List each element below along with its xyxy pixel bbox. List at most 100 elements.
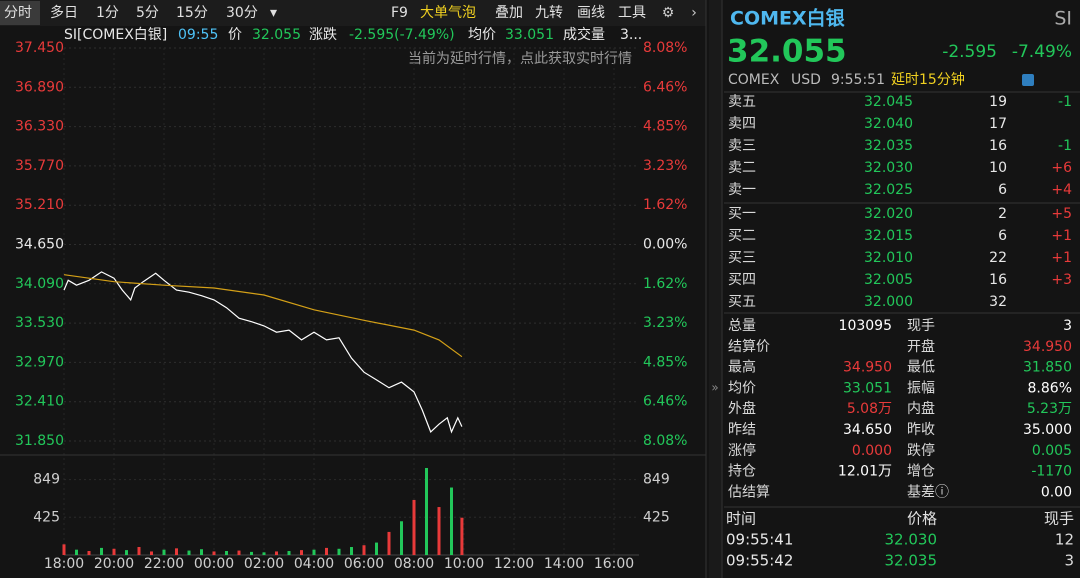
quote-currency: USD (791, 72, 821, 88)
book-price: 32.035 (864, 138, 913, 154)
volume-bar (200, 549, 203, 555)
info-avg-label: 均价 (468, 27, 496, 43)
stat-label: 内盘 (907, 400, 935, 417)
volume-bar (212, 551, 216, 555)
quote-delay: 延时15分钟 (891, 71, 965, 88)
y-tick-label: 31.850 (15, 433, 64, 449)
book-price: 32.015 (864, 228, 913, 244)
stat-label: 持仓 (728, 464, 756, 480)
book-qty: 2 (998, 206, 1007, 222)
delay-notice[interactable]: 当前为延时行情，点此获取实时行情 (408, 50, 632, 67)
y2-tick-label: 8.08% (643, 433, 687, 449)
volume-bar (262, 552, 266, 555)
stat-value: 8.86% (1028, 380, 1072, 396)
tab[interactable]: 分时 (4, 5, 32, 21)
info-change-label: 涨跌 (309, 27, 337, 43)
volume-bar (325, 547, 328, 555)
x-tick-label: 00:00 (194, 556, 234, 572)
quote-exchange: COMEX (728, 72, 780, 88)
book-label: 买三 (728, 250, 756, 266)
book-change: -1 (1058, 138, 1072, 154)
stat-label: 现手 (907, 318, 935, 334)
info-volume-label: 成交量 (563, 26, 605, 43)
trade-cell: 3 (1064, 552, 1074, 570)
next-icon[interactable]: › (691, 5, 697, 21)
stat-label: 结算价 (728, 339, 770, 355)
tool[interactable]: 画线 (577, 5, 605, 21)
book-price: 32.010 (864, 250, 913, 266)
toolbar (0, 0, 706, 26)
tool[interactable]: 大单气泡 (420, 5, 476, 21)
volume-bar (125, 550, 128, 555)
book-qty: 6 (998, 228, 1007, 244)
trade-cell: 12 (1055, 531, 1074, 549)
book-change: +3 (1051, 272, 1072, 288)
average-line (63, 274, 463, 358)
collapse-strip[interactable] (709, 0, 722, 578)
tool[interactable]: 叠加 (495, 5, 523, 21)
price-line (63, 271, 463, 434)
stat-value: 34.950 (843, 360, 892, 376)
tab[interactable]: 多日 (50, 4, 78, 21)
book-qty: 32 (989, 294, 1007, 310)
y-tick-label: 35.210 (15, 197, 64, 213)
y-tick-label: 36.330 (15, 119, 64, 135)
info-time: 09:55 (178, 27, 218, 43)
collapse-icon[interactable]: » (711, 381, 718, 395)
tab[interactable]: 1分 (96, 5, 119, 21)
volume-bar (450, 487, 453, 555)
stat-label: 外盘 (728, 400, 756, 417)
x-tick-label: 10:00 (444, 556, 484, 572)
stat-label: 涨停 (728, 442, 756, 459)
tab[interactable]: 15分 (176, 5, 208, 21)
y-tick-label: 34.090 (15, 276, 64, 292)
tab[interactable]: 30分 (226, 5, 258, 21)
y-tick-label: 37.450 (15, 40, 64, 56)
volume-bar (437, 507, 441, 555)
y-tick-label: 33.530 (15, 315, 64, 331)
y2-tick-label: 4.85% (643, 354, 687, 370)
trades-header: 现手 (1044, 510, 1074, 528)
edit-icon[interactable] (1022, 74, 1034, 86)
volume-bar (412, 499, 416, 555)
volume-bar (150, 551, 153, 555)
volume-bar (425, 467, 428, 555)
y2-tick-label: 8.08% (643, 40, 687, 56)
y-tick-label: 36.890 (15, 79, 64, 95)
book-label: 卖三 (728, 138, 756, 154)
book-qty: 6 (998, 182, 1007, 198)
y2-tick-label: 1.62% (643, 276, 687, 292)
book-label: 买一 (728, 206, 756, 222)
stat-label: 开盘 (907, 338, 935, 355)
settings-icon[interactable]: ⚙ (662, 5, 675, 21)
stat-label: 基差ⓘ (907, 483, 949, 500)
book-label: 卖四 (728, 116, 756, 132)
stat-label: 估结算 (728, 484, 770, 500)
y2-tick-label: 1.62% (643, 197, 687, 213)
tool[interactable]: 九转 (535, 5, 563, 21)
volume-bar (75, 549, 78, 555)
tab[interactable]: ▾ (270, 5, 277, 21)
tool[interactable]: F9 (391, 5, 408, 21)
stat-label: 增仓 (907, 464, 935, 480)
volume-bar (337, 548, 341, 555)
book-price: 32.000 (864, 294, 913, 310)
book-label: 买五 (728, 294, 756, 310)
book-price: 32.030 (864, 160, 913, 176)
y2-tick-label: 0.00% (643, 237, 687, 253)
volume-tick-label: 425 (33, 509, 60, 525)
volume-bar (112, 548, 116, 555)
tool[interactable]: 工具 (618, 5, 646, 21)
tab[interactable]: 5分 (136, 5, 159, 21)
book-change: +1 (1051, 228, 1072, 244)
book-price: 32.005 (864, 272, 913, 288)
stat-value: 0.005 (1032, 443, 1072, 459)
volume-bar (87, 551, 91, 555)
x-tick-label: 14:00 (544, 556, 584, 572)
y2-tick-label: 4.85% (643, 119, 687, 135)
volume-bar (300, 550, 303, 555)
volume-bar (362, 545, 366, 555)
active-tab (0, 1, 40, 25)
